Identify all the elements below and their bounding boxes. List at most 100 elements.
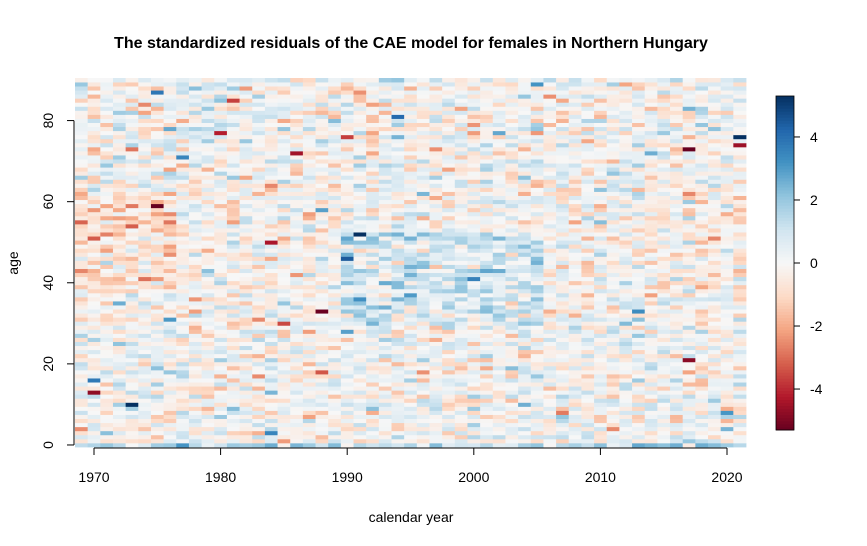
heatmap-cell	[720, 219, 734, 225]
heatmap-cell	[556, 374, 570, 379]
heatmap-cell	[75, 199, 89, 205]
heatmap-cell	[606, 390, 620, 395]
heatmap-cell	[378, 321, 392, 326]
heatmap-cell	[112, 337, 127, 342]
heatmap-cell	[125, 369, 139, 375]
heatmap-cell	[695, 341, 709, 347]
heatmap-cell	[454, 240, 468, 245]
heatmap-cell	[543, 150, 557, 156]
heatmap-cell	[176, 248, 190, 253]
heatmap-cell	[530, 252, 544, 257]
heatmap-cell	[581, 195, 595, 201]
heatmap-cell	[163, 341, 177, 347]
heatmap-cell	[644, 223, 658, 229]
heatmap-cell	[492, 284, 506, 290]
heatmap-cell	[442, 296, 456, 302]
heatmap-cell	[556, 134, 570, 140]
heatmap-cell	[264, 288, 278, 294]
heatmap-cell	[670, 369, 684, 375]
heatmap-cell	[720, 240, 734, 245]
heatmap-cell	[138, 301, 152, 306]
heatmap-cell	[670, 406, 684, 411]
heatmap-cell	[606, 378, 620, 383]
heatmap-cell	[252, 191, 266, 196]
heatmap-cell	[315, 264, 329, 269]
heatmap-cell	[264, 426, 278, 432]
heatmap-cell	[176, 86, 190, 91]
heatmap-cell	[340, 260, 354, 265]
heatmap-cell	[518, 418, 532, 424]
heatmap-cell	[176, 280, 190, 286]
heatmap-cell	[226, 175, 240, 180]
heatmap-cell	[492, 215, 506, 221]
heatmap-cell	[163, 232, 177, 237]
heatmap-cell	[492, 264, 506, 269]
heatmap-cell	[226, 219, 240, 225]
heatmap-cell	[733, 394, 747, 399]
heatmap-cell	[619, 232, 633, 237]
heatmap-cell	[581, 130, 595, 136]
heatmap-cell	[442, 361, 456, 367]
heatmap-cell	[366, 78, 380, 83]
heatmap-cell	[480, 361, 494, 367]
heatmap-cell	[353, 82, 367, 87]
heatmap-cell	[568, 78, 582, 83]
heatmap-cell	[682, 369, 696, 375]
heatmap-cell	[543, 223, 557, 229]
heatmap-cell	[75, 280, 89, 286]
heatmap-cell	[87, 86, 101, 91]
heatmap-cell	[733, 78, 747, 83]
heatmap-cell	[492, 167, 506, 172]
heatmap-cell	[302, 418, 316, 424]
heatmap-cell	[404, 353, 418, 359]
heatmap-cell	[505, 341, 519, 347]
heatmap-cell	[112, 130, 127, 136]
heatmap-cell	[720, 406, 734, 411]
heatmap-cell	[378, 86, 392, 91]
heatmap-cell	[644, 394, 658, 399]
heatmap-cell	[100, 365, 114, 371]
heatmap-cell	[87, 353, 101, 359]
heatmap-cell	[264, 126, 278, 132]
heatmap-cell	[556, 414, 570, 420]
heatmap-cell	[543, 268, 557, 274]
heatmap-cell	[619, 357, 633, 363]
heatmap-cell	[708, 191, 722, 196]
heatmap-cell	[518, 78, 532, 83]
heatmap-cell	[695, 365, 709, 371]
heatmap-cell	[226, 122, 240, 128]
heatmap-cell	[366, 110, 380, 115]
heatmap-cell	[391, 337, 405, 342]
heatmap-cell	[454, 426, 468, 432]
heatmap-cell	[720, 102, 734, 107]
heatmap-cell	[315, 402, 329, 407]
heatmap-cell	[112, 110, 127, 115]
heatmap-cell	[138, 406, 152, 411]
heatmap-cell	[150, 102, 165, 107]
heatmap-cell	[416, 118, 430, 123]
heatmap-cell	[201, 296, 215, 302]
heatmap-cell	[505, 284, 519, 290]
heatmap-cell	[75, 272, 89, 278]
heatmap-cell	[682, 268, 696, 274]
heatmap-cell	[480, 159, 494, 164]
heatmap-cell	[467, 434, 481, 440]
heatmap-cell	[315, 325, 329, 330]
heatmap-cell	[416, 90, 430, 95]
heatmap-cell	[201, 284, 215, 290]
heatmap-cell	[454, 195, 468, 201]
heatmap-cell	[733, 110, 747, 115]
heatmap-cell	[467, 402, 481, 407]
heatmap-cell	[264, 357, 278, 363]
heatmap-cell	[556, 191, 570, 196]
heatmap-cell	[530, 264, 544, 269]
heatmap-cell	[530, 171, 544, 176]
heatmap-cell	[594, 175, 608, 180]
heatmap-cell	[518, 398, 532, 403]
heatmap-cell	[733, 236, 747, 241]
heatmap-cell	[252, 78, 266, 83]
heatmap-cell	[366, 410, 380, 415]
heatmap-cell	[366, 94, 380, 99]
heatmap-cell	[277, 374, 291, 379]
